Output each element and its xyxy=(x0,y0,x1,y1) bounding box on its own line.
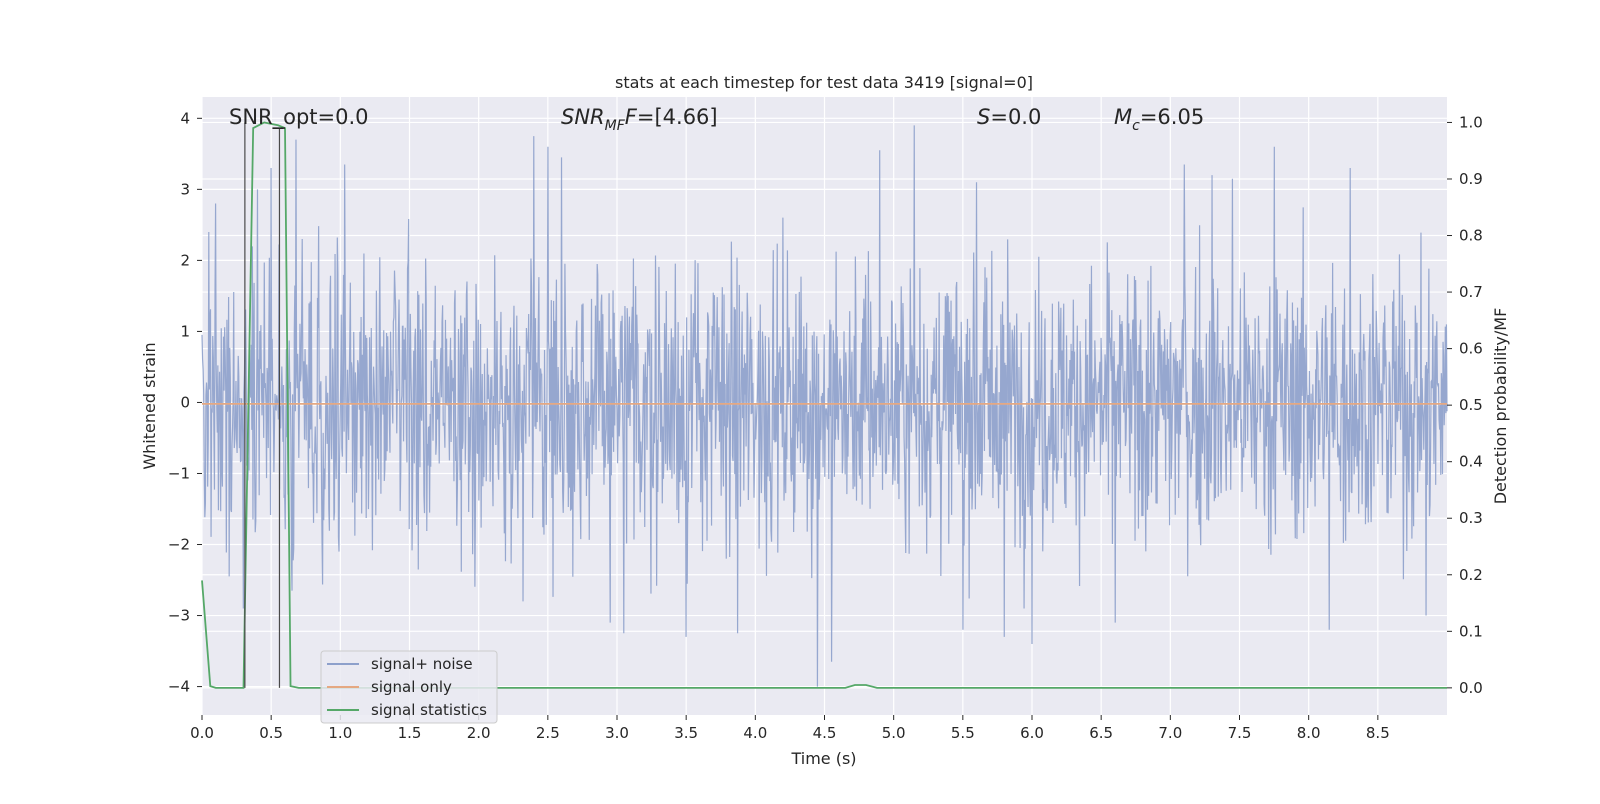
x-tick-label: 1.5 xyxy=(398,724,422,742)
x-tick-label: 2.0 xyxy=(467,724,491,742)
y2-tick-label: 0.9 xyxy=(1459,170,1483,188)
y2-tick-label: 0.3 xyxy=(1459,509,1483,527)
y-tick-label: −4 xyxy=(168,678,190,696)
x-tick-label: 4.5 xyxy=(813,724,837,742)
y2-axis-label: Detection probability/MF xyxy=(1491,308,1510,505)
y-tick-label: 2 xyxy=(180,251,190,269)
x-tick-label: 3.0 xyxy=(605,724,629,742)
annotation-snr-mf-base: SNR xyxy=(561,105,605,129)
legend-label-stats: signal statistics xyxy=(371,701,487,719)
annotation-snr-mf: SNRMFF=[4.66] xyxy=(561,105,718,134)
x-tick-label: 7.5 xyxy=(1228,724,1252,742)
y2-tick-label: 0.1 xyxy=(1459,622,1483,640)
x-tick-label: 1.0 xyxy=(328,724,352,742)
annotation-snr-mf-sub: MF xyxy=(605,118,626,134)
annotation-s-symbol: S xyxy=(977,105,990,129)
x-tick-label: 7.0 xyxy=(1158,724,1182,742)
annotation-snr-mf-rest-f: F xyxy=(625,105,638,129)
y2-tick-label: 1.0 xyxy=(1459,113,1483,131)
y2-tick-label: 0.2 xyxy=(1459,566,1483,584)
annotation-s: S=0.0 xyxy=(977,105,1041,129)
y-tick-label: −2 xyxy=(168,536,190,554)
x-tick-label: 8.0 xyxy=(1297,724,1321,742)
y-axis-label: Whitened strain xyxy=(140,342,159,469)
y2-tick-label: 0.4 xyxy=(1459,453,1483,471)
y2-tick-label: 0.5 xyxy=(1459,396,1483,414)
noise-series-layer xyxy=(201,125,1448,687)
y2-tick-label: 0.0 xyxy=(1459,679,1483,697)
legend: signal+ noise signal only signal statist… xyxy=(320,650,498,724)
x-tick-label: 6.0 xyxy=(1020,724,1044,742)
x-tick-label: 8.5 xyxy=(1366,724,1390,742)
y-tick-label: 1 xyxy=(180,322,190,340)
y-tick-label: −1 xyxy=(168,464,190,482)
annotation-mc-base: M xyxy=(1114,105,1132,129)
marker-layer xyxy=(244,122,285,688)
chart-title: stats at each timestep for test data 341… xyxy=(615,73,1033,92)
x-tick-label: 5.5 xyxy=(951,724,975,742)
y2-tick-label: 0.7 xyxy=(1459,283,1483,301)
x-axis-label: Time (s) xyxy=(790,749,856,768)
x-tick-label: 0.5 xyxy=(259,724,283,742)
annotation-mc: Mc=6.05 xyxy=(1114,105,1204,134)
y-tick-label: 3 xyxy=(180,180,190,198)
y-tick-label: 0 xyxy=(180,393,190,411)
y2-tick-label: 0.6 xyxy=(1459,340,1483,358)
series-signal-plus-noise xyxy=(201,125,1448,687)
annotation-snr-mf-rest: =[4.66] xyxy=(637,105,718,129)
y2-tick-label: 0.8 xyxy=(1459,227,1483,245)
x-tick-label: 5.0 xyxy=(882,724,906,742)
y-tick-label: 4 xyxy=(180,109,190,127)
x-tick-label: 2.5 xyxy=(536,724,560,742)
annotation-mc-value: =6.05 xyxy=(1140,105,1204,129)
x-tick-label: 0.0 xyxy=(190,724,214,742)
x-tick-label: 3.5 xyxy=(674,724,698,742)
tick-layer: 0.0 0.5 1.0 1.5 2.0 2.5 3.0 3.5 4.0 4.5 5.0 5.5 6.0 6… xyxy=(168,109,1483,742)
legend-label-signal: signal only xyxy=(371,678,452,696)
x-tick-label: 4.0 xyxy=(743,724,767,742)
legend-label-noise: signal+ noise xyxy=(371,655,473,673)
legend-box xyxy=(320,650,498,724)
y-tick-label: −3 xyxy=(168,607,190,625)
annotation-mc-sub: c xyxy=(1132,118,1140,134)
x-tick-label: 6.5 xyxy=(1089,724,1113,742)
annotations: SNR_opt=0.0 SNRMFF=[4.66] S=0.0 Mc=6.05 xyxy=(229,105,1204,134)
annotation-snr-opt: SNR_opt=0.0 xyxy=(229,105,369,130)
annotation-s-value: =0.0 xyxy=(990,105,1041,129)
